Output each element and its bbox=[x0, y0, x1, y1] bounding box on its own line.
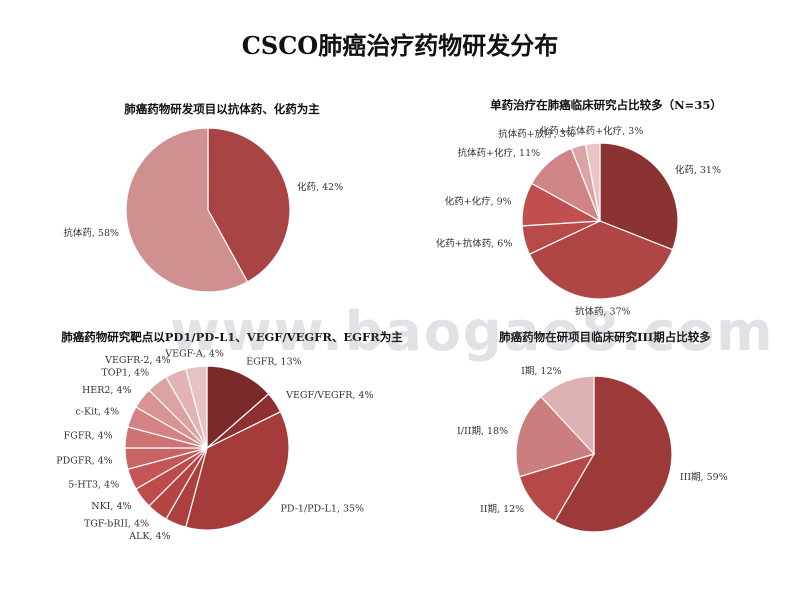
slice-label-4-4: I期, 12% bbox=[521, 366, 561, 377]
page-title: CSCO肺癌治疗药物研发分布 bbox=[241, 31, 559, 60]
pie-chart-3: 肺癌药物研究靶点以PD1/PD-L1、VEGF/VEGFR、EGFR为主 EGF… bbox=[56, 330, 403, 542]
pie-slice-2-2 bbox=[528, 220, 674, 300]
slice-label-3-10: c-Kit, 4% bbox=[76, 407, 120, 418]
slice-label-2-2: 抗体药, 37% bbox=[575, 305, 631, 317]
slice-label-3-9: FGFR, 4% bbox=[64, 431, 113, 442]
slice-label-3-14: VEGF-A, 4% bbox=[164, 349, 224, 360]
slice-label-3-2: VEGF/VEGFR, 4% bbox=[285, 390, 373, 401]
slice-label-3-8: PDGFR, 4% bbox=[56, 455, 112, 466]
chart-1-title: 肺癌药物研发项目以抗体药、化药为主 bbox=[124, 102, 320, 116]
pie-chart-1: 肺癌药物研发项目以抗体药、化药为主 化药, 42% 抗体药, 58% bbox=[63, 102, 343, 293]
pie-chart-2: 单药治疗在肺癌临床研究占比较多（N=35） 化药, 31% 抗体药, 37% 化药+… bbox=[436, 98, 722, 317]
slice-label-3-11: HER2, 4% bbox=[82, 385, 132, 396]
slice-label-2-1: 化药, 31% bbox=[675, 164, 721, 176]
pie-slice-3-3 bbox=[185, 410, 290, 531]
slice-label-3-7: 5-HT3, 4% bbox=[68, 479, 119, 490]
slice-label-2-4: 化药+化疗, 9% bbox=[445, 195, 512, 207]
pie-slice-2-1 bbox=[599, 142, 679, 251]
pie-slice-2-7 bbox=[584, 142, 601, 222]
slice-label-3-4: ALK, 4% bbox=[128, 531, 170, 542]
chart-4-title: 肺癌药物在研项目临床研究III期占比较多 bbox=[499, 330, 711, 344]
slice-label-2-7: 化药+抗体药+化疗, 3% bbox=[540, 125, 644, 137]
chart-3-title: 肺癌药物研究靶点以PD1/PD-L1、VEGF/VEGFR、EGFR为主 bbox=[61, 330, 403, 344]
chart-2-title: 单药治疗在肺癌临床研究占比较多（N=35） bbox=[490, 98, 722, 112]
pie-slice-4-1 bbox=[553, 375, 673, 533]
watermark: www.baogao8.com bbox=[170, 300, 775, 363]
slice-label-3-12: TOP1, 4% bbox=[101, 368, 149, 379]
slice-label-2-3: 化药+抗体药, 6% bbox=[436, 238, 513, 250]
pie-slice-4-3 bbox=[515, 395, 596, 478]
pie-slice-1-2 bbox=[125, 127, 249, 293]
pie-slice-4-4 bbox=[540, 375, 595, 456]
slice-label-4-2: II期, 12% bbox=[480, 504, 524, 515]
slice-label-3-3: PD-1/PD-L1, 35% bbox=[281, 503, 365, 514]
slice-label-2-6: 抗体药+放疗, 3% bbox=[498, 128, 575, 140]
pie-chart-4: 肺癌药物在研项目临床研究III期占比较多 III期, 59% II期, 12% I/… bbox=[457, 330, 728, 533]
slice-label-3-5: TGF-bRII, 4% bbox=[84, 518, 149, 529]
slice-label-3-6: NKI, 4% bbox=[91, 501, 131, 512]
slice-label-3-1: EGFR, 13% bbox=[246, 356, 301, 367]
pie-slice-1-1 bbox=[207, 127, 291, 283]
slice-label-4-3: I/II期, 18% bbox=[457, 426, 508, 437]
slice-label-3-13: VEGFR-2, 4% bbox=[104, 355, 171, 366]
slice-label-1-1: 化药, 42% bbox=[297, 181, 343, 193]
pie-slice-3-1 bbox=[206, 365, 270, 450]
slice-label-4-1: III期, 59% bbox=[680, 472, 728, 483]
pie-slice-3-14 bbox=[185, 365, 208, 449]
slice-label-1-2: 抗体药, 58% bbox=[63, 227, 119, 239]
slice-label-2-5: 抗体药+化疗, 11% bbox=[458, 147, 541, 159]
